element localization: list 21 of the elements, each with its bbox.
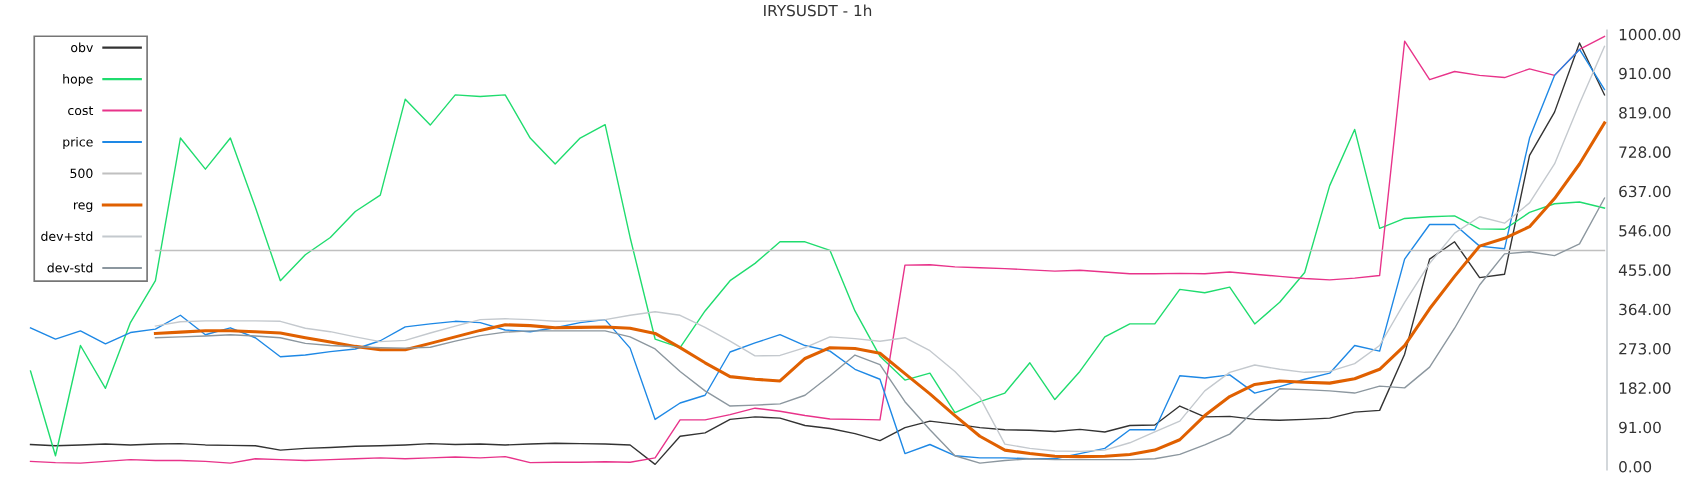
legend-label: dev-std [47, 262, 93, 273]
y-tick-label: 273.00 [1619, 343, 1671, 355]
legend-label: hope [63, 73, 93, 87]
y-tick-label: 0.00 [1619, 461, 1652, 473]
y-tick-label: 819.00 [1619, 107, 1671, 119]
y-tick-label: 1000.00 [1619, 28, 1681, 41]
y-tick-label: 910.00 [1619, 67, 1671, 80]
legend-label: reg [74, 202, 93, 212]
y-tick-label: 637.00 [1619, 185, 1671, 198]
legend-label: obv [71, 42, 93, 53]
legend-label: cost [68, 106, 94, 116]
legend-label: price [63, 136, 93, 150]
y-tick-label: 455.00 [1618, 264, 1671, 276]
y-tick-label: 182.00 [1619, 382, 1671, 394]
y-tick-label: 364.00 [1619, 303, 1671, 316]
y-tick-label: 91.00 [1619, 421, 1661, 434]
legend-label: 500 [70, 168, 93, 179]
chart-title: IRYSUSDT - 1h [764, 4, 872, 17]
legend-label: dev+std [41, 231, 93, 242]
y-tick-label: 546.00 [1619, 225, 1671, 237]
y-tick-label: 728.00 [1619, 146, 1671, 158]
